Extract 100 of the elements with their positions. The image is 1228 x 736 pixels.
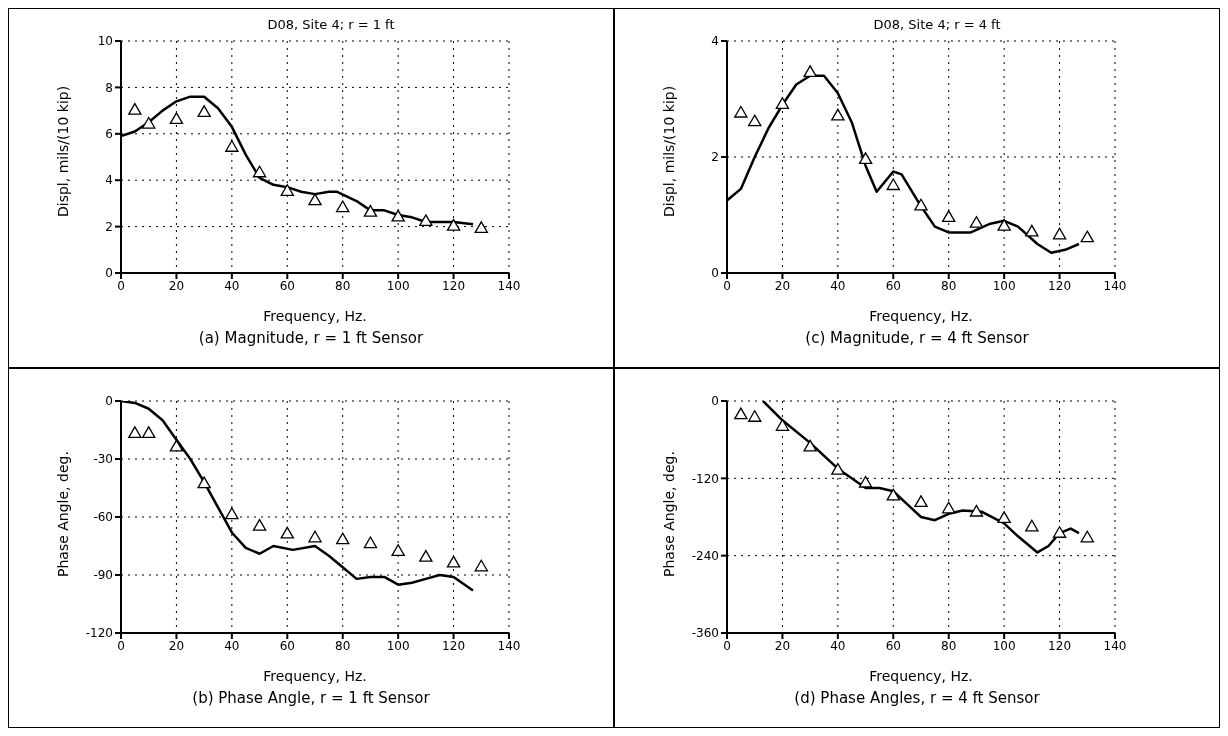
point	[363, 536, 378, 549]
point	[858, 152, 873, 165]
point	[419, 214, 433, 227]
x-axis-title: Frequency, Hz.	[263, 308, 367, 324]
x-tick-label: 40	[830, 638, 846, 653]
point	[141, 116, 156, 129]
point	[997, 511, 1011, 524]
point	[941, 210, 956, 223]
y-tick-label: 0	[105, 266, 113, 281]
y-tick-label: 10	[97, 34, 113, 49]
point	[969, 504, 984, 517]
x-axis-title: Frequency, Hz.	[869, 308, 973, 324]
y-tick-label: 4	[105, 173, 113, 188]
point	[128, 426, 142, 439]
point	[775, 419, 790, 431]
point	[225, 507, 239, 520]
x-tick-label: 140	[497, 638, 521, 653]
point	[335, 532, 350, 545]
x-tick-label: 100	[992, 638, 1016, 653]
x-tick-label: 60	[885, 638, 901, 653]
x-axis-title: Frequency, Hz.	[263, 668, 367, 684]
x-tick-label: 120	[1048, 638, 1072, 653]
x-tick-label: 40	[224, 638, 240, 653]
point	[747, 410, 762, 422]
point	[775, 97, 790, 109]
y-tick-label: 2	[105, 219, 113, 234]
chart-title: D08, Site 4; r = 4 ft	[873, 17, 1001, 32]
y-tick-label: -360	[691, 626, 719, 641]
x-tick-label: 80	[941, 638, 957, 653]
point	[886, 488, 901, 501]
y-axis-title: Displ, mils/(10 kip)	[660, 85, 677, 217]
point	[734, 105, 748, 118]
point	[391, 209, 405, 222]
point	[280, 184, 295, 196]
x-tick-label: 80	[335, 638, 351, 653]
point	[197, 476, 211, 489]
x-tick-label: 140	[497, 278, 521, 293]
point	[474, 559, 489, 572]
text: (b) Phase Angle, r = 1 ft Sensor	[191, 689, 431, 707]
point	[128, 102, 142, 115]
point	[169, 112, 184, 125]
y-axis-title: Phase Angle, deg.	[54, 451, 71, 577]
text: (c) Magnitude, r = 4 ft Sensor	[804, 329, 1030, 347]
text: (a) Magnitude, r = 1 ft Sensor	[197, 329, 425, 347]
point	[446, 555, 461, 568]
point	[1052, 526, 1067, 538]
y-tick-label: -90	[93, 568, 113, 583]
x-tick-label: 100	[386, 638, 410, 653]
point	[141, 426, 156, 439]
point	[941, 501, 956, 514]
chart-title: D08, Site 4; r = 1 ft	[267, 17, 395, 32]
point	[308, 530, 322, 543]
x-tick-label: 140	[1103, 278, 1127, 293]
y-tick-label: -30	[93, 452, 113, 467]
point	[858, 475, 873, 488]
point	[831, 108, 845, 121]
x-tick-label: 40	[830, 278, 846, 293]
y-tick-label: 6	[105, 127, 113, 142]
x-tick-label: 0	[723, 638, 731, 653]
point	[803, 65, 817, 78]
x-tick-label: 80	[941, 278, 957, 293]
y-tick-label: -240	[691, 548, 719, 563]
point	[197, 105, 211, 118]
y-tick-label: -60	[93, 510, 113, 525]
point	[747, 114, 762, 127]
y-axis-title: Displ, mils/(10 kip)	[54, 85, 71, 217]
point	[391, 544, 405, 556]
point	[419, 549, 433, 562]
point	[474, 221, 489, 234]
y-tick-label: -120	[85, 626, 113, 641]
point	[446, 218, 461, 231]
point	[363, 205, 378, 217]
x-tick-label: 80	[335, 278, 351, 293]
point	[886, 178, 901, 191]
point	[1025, 519, 1039, 532]
x-axis-title: Frequency, Hz.	[869, 668, 973, 684]
x-tick-label: 20	[774, 638, 791, 653]
point	[1080, 530, 1095, 543]
x-tick-label: 20	[774, 278, 791, 293]
x-tick-label: 120	[442, 638, 466, 653]
point	[308, 193, 322, 206]
point	[335, 200, 350, 213]
point	[734, 407, 748, 420]
x-tick-label: 120	[442, 278, 466, 293]
point	[252, 519, 267, 531]
x-tick-label: 20	[168, 638, 185, 653]
point	[1080, 230, 1095, 243]
y-tick-label: 4	[711, 34, 719, 49]
y-tick-label: 2	[711, 150, 719, 165]
x-tick-label: 120	[1048, 278, 1072, 293]
x-tick-label: 100	[386, 278, 410, 293]
x-tick-label: 100	[992, 278, 1016, 293]
x-tick-label: 140	[1103, 638, 1127, 653]
x-tick-label: 20	[168, 278, 185, 293]
point	[225, 140, 239, 152]
y-tick-label: 8	[105, 80, 113, 95]
x-tick-label: 0	[117, 638, 125, 653]
y-axis-title: Phase Angle, deg.	[660, 451, 677, 577]
x-tick-label: 0	[723, 278, 731, 293]
point	[169, 439, 184, 452]
